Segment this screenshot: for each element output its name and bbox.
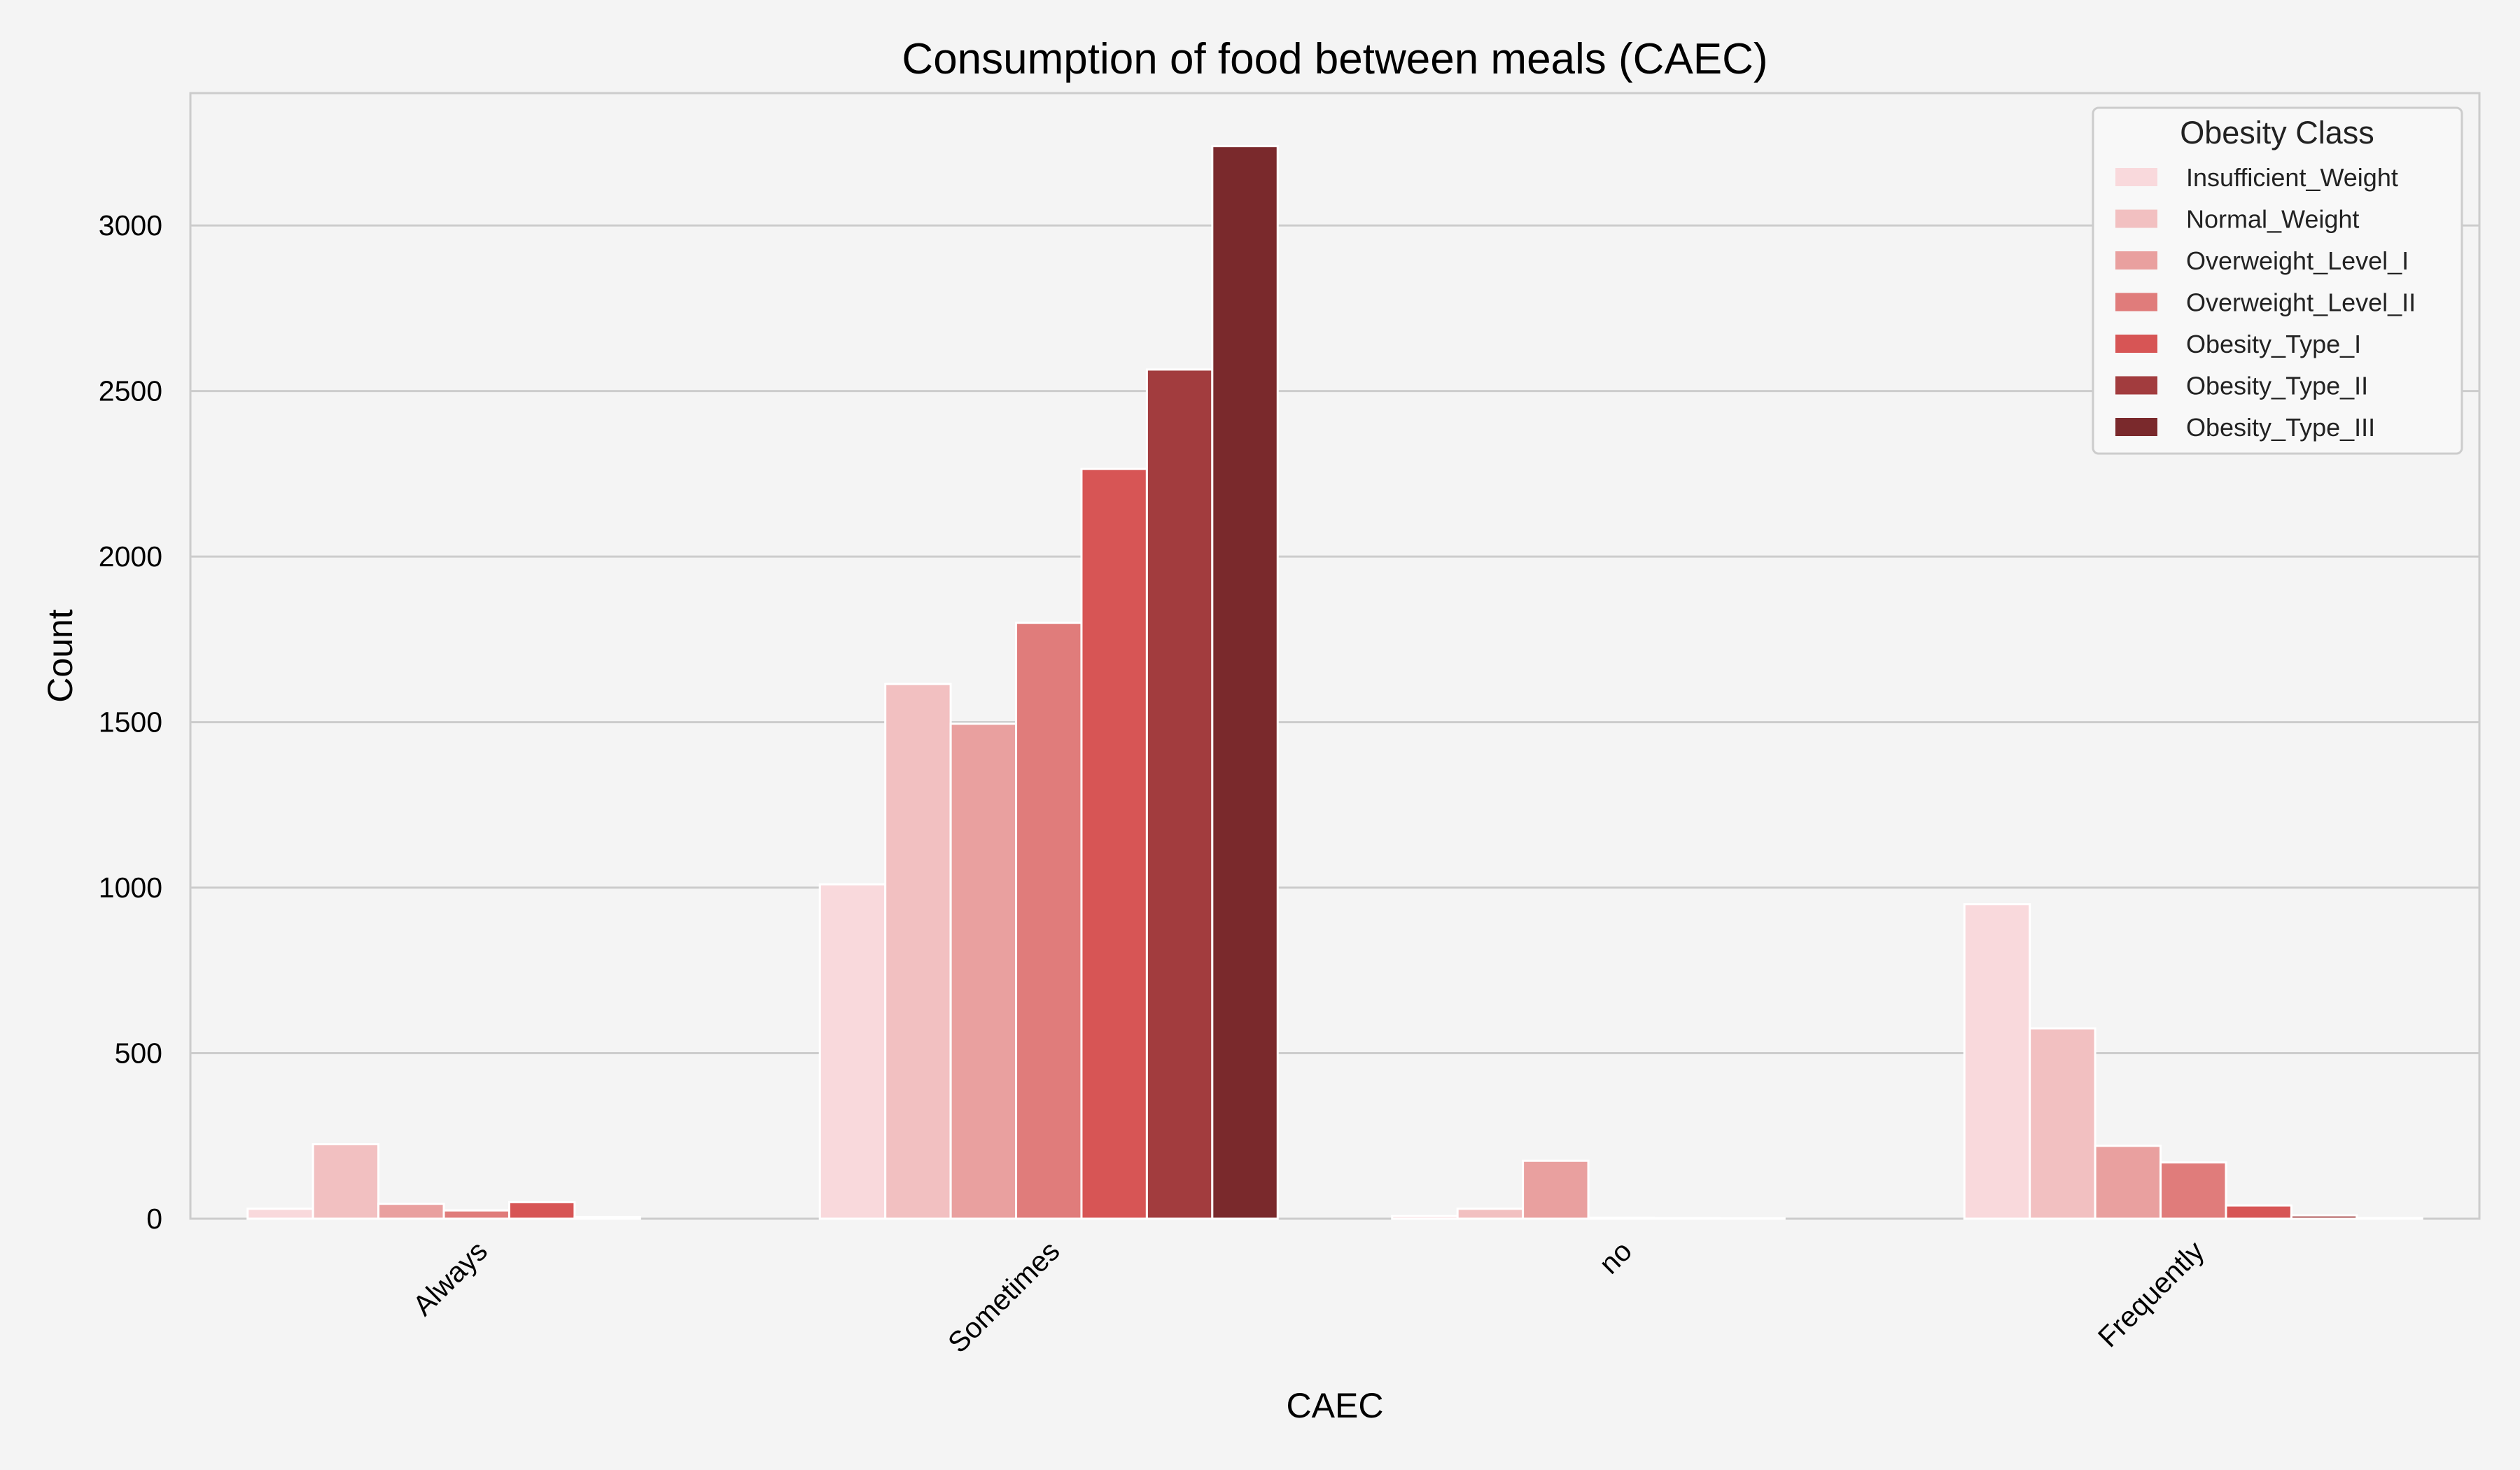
legend-swatch bbox=[2115, 335, 2157, 353]
chart-title: Consumption of food between meals (CAEC) bbox=[902, 35, 1768, 83]
y-tick-label: 1500 bbox=[99, 706, 162, 738]
legend-label: Obesity_Type_III bbox=[2186, 413, 2375, 442]
bar bbox=[1211, 145, 1279, 1220]
x-tick-label: Sometimes bbox=[941, 1235, 1066, 1359]
y-tick-label: 2000 bbox=[99, 540, 162, 573]
y-tick-labels: 0 500 1000 1500 2000 2500 3000 bbox=[99, 209, 162, 1235]
legend-swatch bbox=[2115, 209, 2157, 228]
bar bbox=[1080, 468, 1148, 1220]
bar bbox=[1963, 903, 2031, 1220]
bar bbox=[884, 682, 952, 1220]
legend-label: Obesity_Type_II bbox=[2186, 372, 2368, 400]
bar bbox=[1522, 1159, 1590, 1220]
bar bbox=[246, 1208, 314, 1220]
x-axis-label: CAEC bbox=[1287, 1386, 1384, 1425]
y-tick-label: 500 bbox=[115, 1037, 162, 1070]
legend: Obesity Class Insufficient_Weight Normal_… bbox=[2092, 106, 2463, 455]
bar bbox=[2094, 1144, 2162, 1220]
bar bbox=[1652, 1217, 1721, 1220]
legend-swatch bbox=[2115, 418, 2157, 436]
legend-label: Overweight_Level_I bbox=[2186, 246, 2409, 275]
legend-swatch bbox=[2115, 376, 2157, 395]
bar bbox=[2160, 1161, 2227, 1220]
bar bbox=[1391, 1214, 1459, 1220]
bar bbox=[949, 722, 1018, 1220]
bar bbox=[1145, 368, 1214, 1220]
legend-label: Overweight_Level_II bbox=[2186, 288, 2416, 317]
y-tick-label: 1000 bbox=[99, 872, 162, 904]
bars bbox=[246, 145, 2423, 1220]
y-tick-label: 3000 bbox=[99, 209, 162, 241]
bar bbox=[2225, 1204, 2292, 1220]
legend-swatch bbox=[2115, 168, 2157, 186]
y-tick-label: 2500 bbox=[99, 375, 162, 407]
legend-title: Obesity Class bbox=[2180, 115, 2374, 150]
bar bbox=[507, 1200, 576, 1220]
legend-swatch bbox=[2115, 251, 2157, 270]
x-tick-labels: Always Sometimes no Frequently bbox=[407, 1234, 2211, 1359]
x-tick-label: Frequently bbox=[2092, 1234, 2211, 1353]
legend-box bbox=[2092, 106, 2463, 455]
x-tick-label: Always bbox=[407, 1235, 493, 1322]
bar bbox=[377, 1203, 445, 1220]
bar bbox=[2029, 1027, 2096, 1220]
bar bbox=[2290, 1214, 2358, 1220]
bar bbox=[1015, 622, 1083, 1220]
legend-label: Normal_Weight bbox=[2186, 205, 2359, 234]
bar bbox=[312, 1143, 380, 1220]
legend-label: Obesity_Type_I bbox=[2186, 330, 2361, 358]
bar bbox=[818, 883, 887, 1220]
legend-label: Insufficient_Weight bbox=[2186, 163, 2398, 192]
x-tick-label: no bbox=[1592, 1235, 1638, 1280]
bar bbox=[1456, 1208, 1525, 1220]
legend-swatch bbox=[2115, 293, 2157, 312]
bar bbox=[442, 1209, 510, 1220]
bar bbox=[2356, 1217, 2423, 1220]
bar bbox=[1587, 1217, 1655, 1220]
y-tick-label: 0 bbox=[146, 1203, 162, 1235]
bar bbox=[573, 1216, 641, 1220]
y-axis-label: Count bbox=[41, 609, 80, 703]
